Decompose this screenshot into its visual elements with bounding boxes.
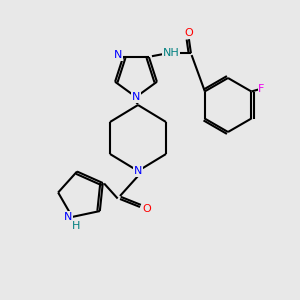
Text: O: O <box>184 28 193 38</box>
Text: H: H <box>72 221 80 231</box>
Text: N: N <box>132 92 140 102</box>
Text: F: F <box>258 83 265 94</box>
Text: O: O <box>142 204 152 214</box>
Text: N: N <box>134 166 142 176</box>
Text: NH: NH <box>163 48 179 58</box>
Text: N: N <box>64 212 72 222</box>
Text: N: N <box>114 50 122 60</box>
